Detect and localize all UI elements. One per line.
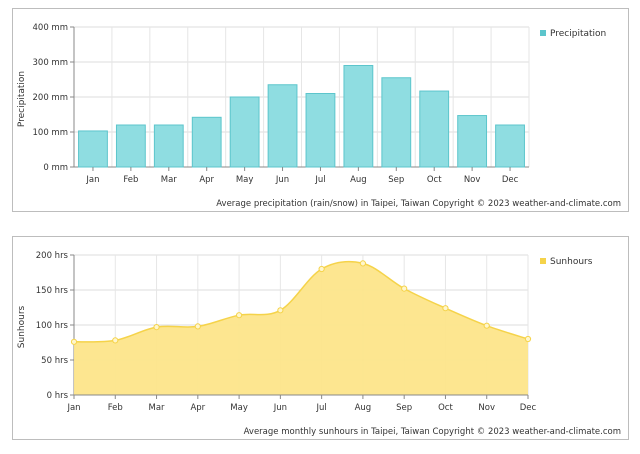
x-tick-label: Sep bbox=[396, 403, 412, 413]
sunhours-caption: Average monthly sunhours in Taipei, Taiw… bbox=[244, 427, 621, 437]
sunhours-area-fill bbox=[74, 261, 528, 395]
y-tick-label: 100 mm bbox=[33, 128, 69, 138]
precipitation-grid bbox=[73, 26, 530, 168]
sunhours-point-dec[interactable] bbox=[524, 335, 532, 343]
sunhours-x-ticks: Jan Feb Mar Apr May Jun Jul Aug Sep Oct Nov Dec bbox=[66, 395, 537, 413]
x-tick-label: Aug bbox=[350, 175, 367, 185]
x-tick-label: Jul bbox=[316, 403, 327, 413]
sunhours-point-sep[interactable] bbox=[401, 285, 408, 292]
y-tick-label: 300 mm bbox=[33, 58, 69, 68]
x-tick-label: Sep bbox=[388, 175, 404, 185]
y-tick-label: 200 mm bbox=[33, 93, 69, 103]
sunhours-point-aug[interactable] bbox=[359, 260, 367, 267]
sunhours-point-mar[interactable] bbox=[153, 324, 160, 331]
y-tick-label: 50 hrs bbox=[41, 356, 68, 366]
precipitation-bars bbox=[78, 65, 525, 168]
precipitation-chart: 0 mm 100 mm 200 mm 300 mm 400 mm Jan Feb Mar Ap… bbox=[17, 23, 621, 209]
sunhours-point-jul[interactable] bbox=[318, 265, 325, 273]
sunhours-point-jan[interactable] bbox=[70, 338, 78, 345]
precipitation-bar-aug[interactable] bbox=[343, 65, 374, 168]
precipitation-bar-nov[interactable] bbox=[457, 115, 488, 168]
y-tick-label: 0 mm bbox=[43, 163, 68, 173]
x-tick-label: Mar bbox=[149, 403, 166, 413]
precipitation-bar-may[interactable] bbox=[229, 96, 260, 168]
x-tick-label: Jan bbox=[66, 403, 80, 413]
x-tick-label: Oct bbox=[427, 175, 442, 185]
precipitation-bar-jul[interactable] bbox=[305, 93, 336, 168]
sunhours-point-apr[interactable] bbox=[194, 323, 201, 330]
x-tick-label: Jun bbox=[275, 175, 289, 185]
x-tick-label: Feb bbox=[123, 175, 138, 185]
x-tick-label: Apr bbox=[199, 175, 214, 185]
precipitation-bar-jan[interactable] bbox=[78, 130, 108, 168]
precipitation-x-ticks: Jan Feb Mar Apr May Jun Jul Aug Sep Oct Nov Dec bbox=[85, 167, 519, 185]
precipitation-caption: Average precipitation (rain/snow) in Tai… bbox=[216, 199, 621, 209]
sunhours-chart: 0 hrs 50 hrs 100 hrs 150 hrs 200 hrs Jan Feb M… bbox=[17, 251, 621, 437]
sunhours-line bbox=[73, 260, 529, 343]
sunhours-legend-swatch bbox=[540, 258, 546, 264]
precipitation-chart-panel: 0 mm 100 mm 200 mm 300 mm 400 mm Jan Feb Mar Ap… bbox=[12, 8, 629, 212]
y-tick-label: 200 hrs bbox=[36, 251, 69, 261]
y-tick-label: 0 hrs bbox=[47, 391, 69, 401]
y-tick-label: 400 mm bbox=[33, 23, 69, 33]
precipitation-y-axis-label: Precipitation bbox=[17, 71, 27, 127]
precipitation-legend-swatch bbox=[540, 30, 546, 36]
x-tick-label: Dec bbox=[502, 175, 519, 185]
sunhours-point-oct[interactable] bbox=[442, 305, 449, 312]
precipitation-y-ticks: 0 mm 100 mm 200 mm 300 mm 400 mm bbox=[33, 23, 74, 173]
x-tick-label: Jan bbox=[85, 175, 99, 185]
precipitation-legend-label[interactable]: Precipitation bbox=[550, 29, 606, 39]
x-tick-label: Nov bbox=[464, 175, 481, 185]
x-tick-label: Feb bbox=[108, 403, 123, 413]
x-tick-label: Nov bbox=[478, 403, 495, 413]
y-tick-label: 100 hrs bbox=[36, 321, 69, 331]
precipitation-bar-sep[interactable] bbox=[381, 77, 412, 168]
precipitation-bar-feb[interactable] bbox=[115, 124, 146, 168]
sunhours-chart-panel: 0 hrs 50 hrs 100 hrs 150 hrs 200 hrs Jan Feb M… bbox=[12, 236, 629, 440]
x-tick-label: Jul bbox=[314, 175, 325, 185]
precipitation-bar-jun[interactable] bbox=[267, 84, 298, 168]
sunhours-point-may[interactable] bbox=[235, 312, 243, 319]
x-tick-label: Dec bbox=[520, 403, 537, 413]
sunhours-point-jun[interactable] bbox=[277, 307, 284, 314]
sunhours-y-ticks: 0 hrs 50 hrs 100 hrs 150 hrs 200 hrs bbox=[36, 251, 74, 401]
x-tick-label: Apr bbox=[190, 403, 205, 413]
sunhours-point-nov[interactable] bbox=[483, 322, 490, 329]
x-tick-label: Aug bbox=[355, 403, 372, 413]
precipitation-bar-apr[interactable] bbox=[191, 116, 222, 168]
precipitation-bar-dec[interactable] bbox=[495, 124, 525, 168]
precipitation-bar-oct[interactable] bbox=[419, 90, 450, 168]
x-tick-label: May bbox=[230, 403, 248, 413]
x-tick-label: May bbox=[236, 175, 254, 185]
sunhours-y-axis-label: Sunhours bbox=[17, 305, 27, 348]
sunhours-point-feb[interactable] bbox=[112, 337, 119, 344]
y-tick-label: 150 hrs bbox=[36, 286, 69, 296]
sunhours-legend-label[interactable]: Sunhours bbox=[550, 257, 593, 267]
sunhours-area bbox=[70, 260, 532, 396]
x-tick-label: Oct bbox=[438, 403, 453, 413]
x-tick-label: Jun bbox=[273, 403, 287, 413]
precipitation-bar-mar[interactable] bbox=[153, 124, 184, 168]
x-tick-label: Mar bbox=[161, 175, 178, 185]
